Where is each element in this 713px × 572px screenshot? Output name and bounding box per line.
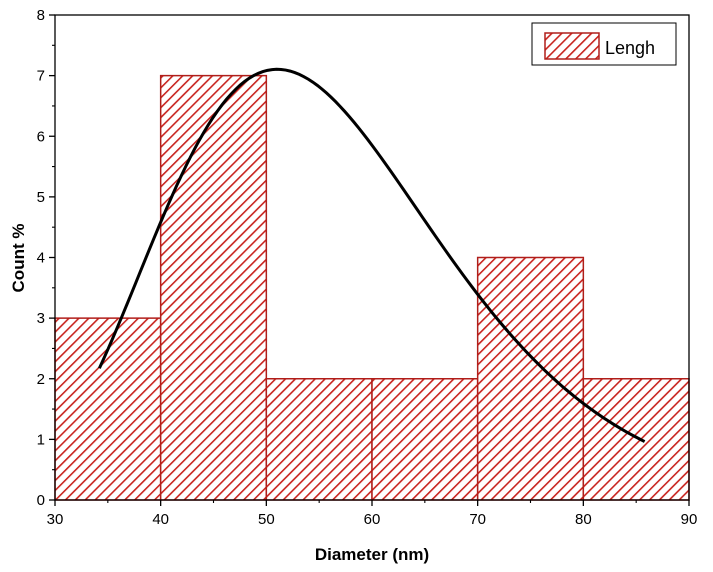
legend-label: Lengh (605, 38, 655, 58)
legend-swatch (544, 32, 600, 60)
histogram-bar-60-70 (371, 378, 479, 501)
x-tick-label: 70 (469, 511, 486, 528)
fit-curve (98, 67, 646, 443)
y-tick-label: 2 (37, 371, 45, 388)
x-tick-label: 30 (47, 511, 64, 528)
y-tick-label: 3 (37, 310, 45, 327)
y-tick-label: 7 (37, 68, 45, 85)
x-tick-label: 90 (681, 511, 698, 528)
histogram-bar-80-90 (582, 378, 690, 501)
y-tick-label: 0 (37, 492, 45, 509)
y-tick-label: 1 (37, 431, 45, 448)
y-tick-label: 4 (37, 250, 45, 267)
y-tick-label: 5 (37, 189, 45, 206)
x-tick-label: 80 (575, 511, 592, 528)
legend: Lengh (531, 22, 677, 66)
histogram-bar-70-80 (476, 256, 585, 501)
y-tick-label: 6 (37, 128, 45, 145)
histogram-bar-50-60 (265, 378, 373, 501)
x-tick-label: 40 (152, 511, 169, 528)
x-tick-label: 50 (258, 511, 275, 528)
x-axis-title: Diameter (nm) (315, 545, 429, 564)
histogram-bar-30-40 (54, 317, 162, 501)
x-tick-label: 60 (364, 511, 381, 528)
y-axis-title: Count % (9, 224, 28, 293)
y-tick-label: 8 (37, 7, 45, 24)
histogram-bar-40-50 (159, 74, 268, 501)
